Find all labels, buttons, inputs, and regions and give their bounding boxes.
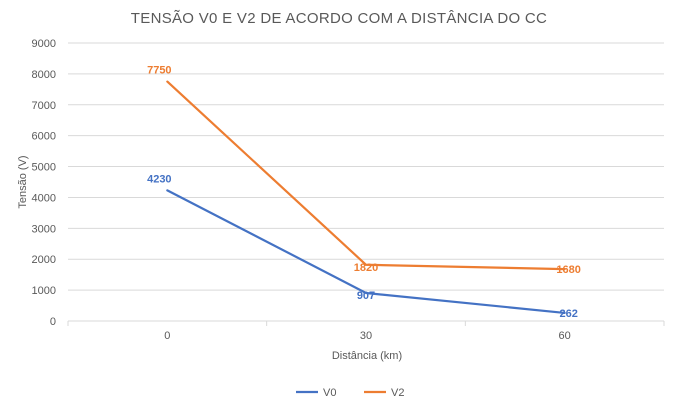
data-label: 1680 — [556, 264, 580, 276]
data-labels: 4230 907 262 7750 1820 1680 — [147, 65, 581, 320]
y-tick-label: 1000 — [32, 285, 56, 297]
legend-label: V0 — [323, 387, 336, 399]
y-tick-label: 3000 — [32, 223, 56, 235]
y-tick-label: 2000 — [32, 254, 56, 266]
x-axis: 0 30 60 — [67, 320, 665, 342]
series-line-v0 — [166, 189, 566, 315]
legend: V0 V2 — [296, 387, 404, 399]
y-axis-ticks: 0 1000 2000 3000 4000 5000 6000 7000 8000 9000 — [32, 38, 56, 328]
y-axis-title: Tensão (V) — [17, 155, 29, 208]
y-tick-label: 7000 — [32, 100, 56, 112]
x-tick-label: 30 — [360, 330, 372, 342]
data-label: 4230 — [147, 173, 171, 185]
y-tick-label: 6000 — [32, 131, 56, 143]
legend-label: V2 — [391, 387, 404, 399]
data-label: 1820 — [354, 262, 378, 274]
y-tick-label: 0 — [50, 316, 56, 328]
data-label: 7750 — [147, 65, 171, 77]
x-axis-title: Distância (km) — [332, 350, 402, 362]
data-label: 262 — [559, 308, 577, 320]
y-tick-label: 4000 — [32, 192, 56, 204]
y-tick-label: 9000 — [32, 38, 56, 50]
x-tick-label: 60 — [559, 330, 571, 342]
x-tick-label: 0 — [164, 330, 170, 342]
series-lines — [166, 80, 566, 315]
series-line-v2 — [166, 80, 566, 271]
y-tick-label: 8000 — [32, 69, 56, 81]
data-label: 907 — [357, 290, 375, 302]
gridlines — [68, 42, 664, 291]
y-tick-label: 5000 — [32, 162, 56, 174]
chart-title: TENSÃO V0 E V2 DE ACORDO COM A DISTÂNCIA… — [131, 10, 547, 27]
